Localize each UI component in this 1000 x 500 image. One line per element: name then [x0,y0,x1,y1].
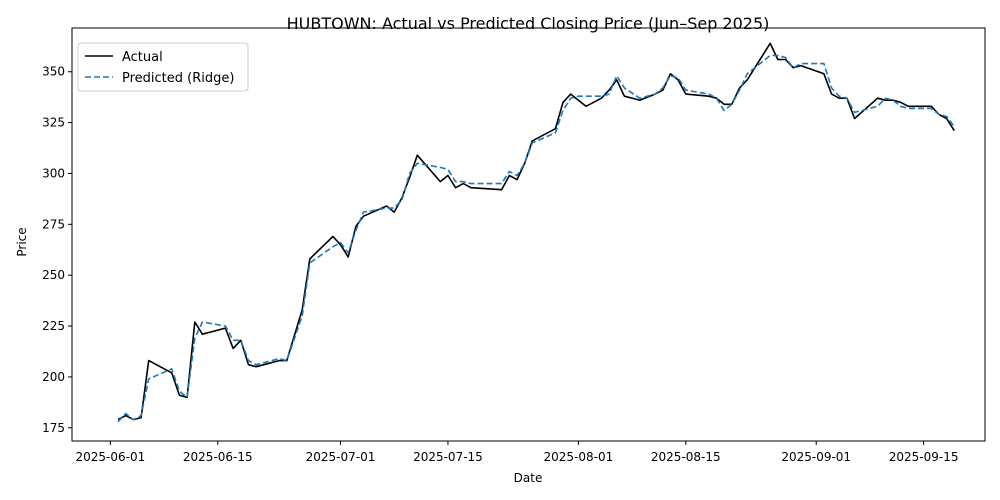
x-axis: 2025-06-01 2025-06-15 2025-07-01 2025-07-15… [75,441,958,464]
x-tick-label: 2025-06-01 [75,450,145,464]
plot-area: 2025-06-01 2025-06-15 2025-07-01 2025-07-15… [42,27,986,464]
x-tick-label: 2025-07-15 [413,450,483,464]
x-tick-label: 2025-07-01 [306,450,376,464]
legend-box [77,42,249,92]
plot-frame [71,27,986,442]
y-tick-label: 175 [42,421,65,435]
legend-label-predicted: Predicted (Ridge) [122,71,234,86]
x-tick-label: 2025-06-15 [183,450,253,464]
x-tick-label: 2025-09-01 [781,450,851,464]
y-tick-label: 275 [42,217,65,231]
x-tick-label: 2025-08-15 [651,450,721,464]
x-axis-label: Date [514,471,543,485]
series-line-actual [117,42,955,421]
y-axis: 175 200 225 250 275 300 325 350 [42,65,72,435]
y-tick-label: 325 [42,116,65,130]
y-tick-label: 225 [42,319,65,333]
chart-title: HUBTOWN: Actual vs Predicted Closing Pri… [287,14,770,33]
y-tick-label: 250 [42,268,65,282]
x-tick-label: 2025-08-01 [543,450,613,464]
legend-label-actual: Actual [122,50,163,65]
series-layer [117,42,955,423]
series-line-predicted [117,54,955,423]
legend: Actual Predicted (Ridge) [77,42,249,92]
x-tick-label: 2025-09-15 [889,450,959,464]
y-tick-label: 200 [42,370,65,384]
y-axis-label: Price [15,227,29,256]
y-tick-label: 300 [42,166,65,180]
y-tick-label: 350 [42,65,65,79]
